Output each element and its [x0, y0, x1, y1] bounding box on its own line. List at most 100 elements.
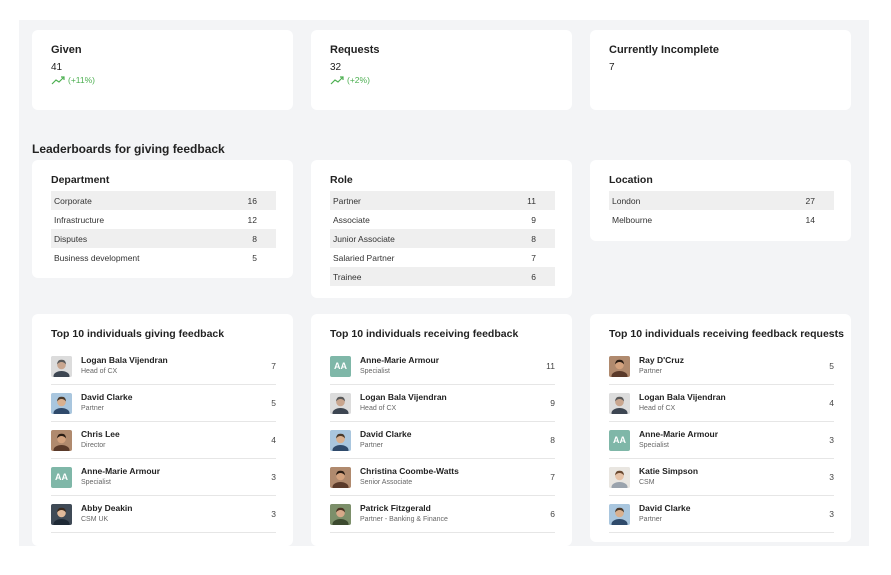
row-label: London	[612, 195, 641, 206]
individual-role: CSM	[639, 479, 655, 486]
leaderboard-table: Corporate 16 Infrastructure 12 Disputes 8 B…	[51, 191, 276, 267]
individual-text: Katie Simpson CSM	[639, 466, 698, 488]
individual-row[interactable]: Abby Deakin CSM UK 3	[51, 496, 276, 533]
stat-card-incomplete: Currently Incomplete 7	[590, 30, 851, 110]
individual-role: Head of CX	[360, 405, 397, 412]
individual-role: Head of CX	[81, 368, 118, 375]
leaderboard-row: Business development 5	[51, 248, 276, 267]
individual-name: Anne-Marie Armour	[81, 466, 161, 476]
row-label: Trainee	[333, 271, 362, 282]
avatar	[330, 503, 351, 525]
stat-title: Requests	[330, 44, 380, 56]
stat-value: 41	[51, 62, 63, 73]
stat-trend: (+11%)	[51, 75, 95, 85]
individuals-list: AA Anne-Marie Armour Specialist 11 Logan Bal…	[330, 348, 555, 533]
individual-name: Anne-Marie Armour	[360, 355, 440, 365]
leaderboard-row: Disputes 8	[51, 229, 276, 248]
row-count: 14	[805, 214, 815, 225]
individual-role: Specialist	[639, 442, 669, 449]
individual-text: David Clarke Partner	[360, 429, 412, 451]
individual-text: Christina Coombe-Watts Senior Associate	[360, 466, 459, 488]
avatar	[609, 503, 630, 525]
individual-row[interactable]: Logan Bala Vijendran Head of CX 9	[330, 385, 555, 422]
individual-count: 3	[829, 472, 834, 482]
avatar	[609, 392, 630, 414]
individual-count: 4	[829, 398, 834, 408]
individual-count: 8	[550, 435, 555, 445]
trend-up-icon	[51, 75, 65, 84]
stat-trend-label: (+2%)	[347, 75, 370, 85]
individual-role: Director	[81, 442, 106, 449]
individual-row[interactable]: AA Anne-Marie Armour Specialist 3	[51, 459, 276, 496]
individual-row[interactable]: Ray D'Cruz Partner 5	[609, 348, 834, 385]
individual-row[interactable]: AA Anne-Marie Armour Specialist 3	[609, 422, 834, 459]
individual-role: Partner	[81, 405, 104, 412]
individual-name: David Clarke	[81, 392, 133, 402]
individual-row[interactable]: Logan Bala Vijendran Head of CX 4	[609, 385, 834, 422]
card-title: Top 10 individuals receiving feedback re…	[609, 328, 844, 340]
top-receiving-card: Top 10 individuals receiving feedback AA…	[311, 314, 572, 546]
individual-role: Senior Associate	[360, 479, 413, 486]
avatar	[51, 503, 72, 525]
row-label: Corporate	[54, 195, 92, 206]
individual-row[interactable]: Chris Lee Director 4	[51, 422, 276, 459]
individual-name: Christina Coombe-Watts	[360, 466, 459, 476]
row-count: 16	[247, 195, 257, 206]
leaderboard-row: Trainee 6	[330, 267, 555, 286]
row-count: 5	[252, 252, 257, 263]
leaderboard-row: Corporate 16	[51, 191, 276, 210]
individual-row[interactable]: Patrick Fitzgerald Partner - Banking & Fi…	[330, 496, 555, 533]
individual-name: Anne-Marie Armour	[639, 429, 719, 439]
section-title: Leaderboards for giving feedback	[32, 142, 225, 156]
stat-value: 7	[609, 62, 615, 73]
leaderboard-row: Salaried Partner 7	[330, 248, 555, 267]
individual-row[interactable]: David Clarke Partner 8	[330, 422, 555, 459]
leaderboard-role: Role Partner 11 Associate 9 Junior Associa…	[311, 160, 572, 298]
individuals-list: Logan Bala Vijendran Head of CX 7 David Cla…	[51, 348, 276, 533]
stat-card-requests: Requests 32 (+2%)	[311, 30, 572, 110]
individual-row[interactable]: Logan Bala Vijendran Head of CX 7	[51, 348, 276, 385]
individual-count: 11	[546, 361, 555, 371]
individual-name: Patrick Fitzgerald	[360, 503, 431, 513]
card-title: Top 10 individuals giving feedback	[51, 328, 225, 340]
stat-trend-label: (+11%)	[68, 75, 96, 85]
individual-name: Chris Lee	[81, 429, 120, 439]
individual-text: Logan Bala Vijendran Head of CX	[639, 392, 726, 414]
row-count: 12	[247, 214, 257, 225]
individual-count: 3	[271, 509, 276, 519]
individual-name: Logan Bala Vijendran	[360, 392, 447, 402]
individual-text: Logan Bala Vijendran Head of CX	[81, 355, 168, 377]
stat-card-given: Given 41 (+11%)	[32, 30, 293, 110]
row-label: Associate	[333, 214, 370, 225]
individual-name: Logan Bala Vijendran	[81, 355, 168, 365]
individual-count: 4	[271, 435, 276, 445]
row-label: Infrastructure	[54, 214, 105, 225]
leaderboard-table: Partner 11 Associate 9 Junior Associate 8 S…	[330, 191, 555, 286]
individual-role: CSM UK	[81, 516, 109, 523]
individual-name: Abby Deakin	[81, 503, 133, 513]
avatar	[51, 355, 72, 377]
avatar-initials: AA	[609, 429, 630, 451]
individual-name: Ray D'Cruz	[639, 355, 685, 365]
row-label: Disputes	[54, 233, 88, 244]
individual-row[interactable]: David Clarke Partner 5	[51, 385, 276, 422]
avatar	[330, 429, 351, 451]
stat-title: Given	[51, 44, 82, 56]
dashboard-canvas: Given 41 (+11%) Requests 32 (+2%) Curren…	[19, 20, 869, 546]
avatar-initials: AA	[51, 466, 72, 488]
individual-count: 9	[550, 398, 555, 408]
row-count: 9	[531, 214, 536, 225]
individual-row[interactable]: Katie Simpson CSM 3	[609, 459, 834, 496]
avatar-initials: AA	[330, 355, 351, 377]
individual-role: Partner	[639, 368, 662, 375]
individual-row[interactable]: David Clarke Partner 3	[609, 496, 834, 533]
leaderboard-table: London 27 Melbourne 14	[609, 191, 834, 229]
individual-text: Logan Bala Vijendran Head of CX	[360, 392, 447, 414]
card-title: Department	[51, 174, 110, 186]
individual-name: David Clarke	[360, 429, 412, 439]
stat-title: Currently Incomplete	[609, 44, 720, 56]
individual-row[interactable]: AA Anne-Marie Armour Specialist 11	[330, 348, 555, 385]
individual-row[interactable]: Christina Coombe-Watts Senior Associate 7	[330, 459, 555, 496]
row-label: Partner	[333, 195, 361, 206]
individual-name: David Clarke	[639, 503, 691, 513]
